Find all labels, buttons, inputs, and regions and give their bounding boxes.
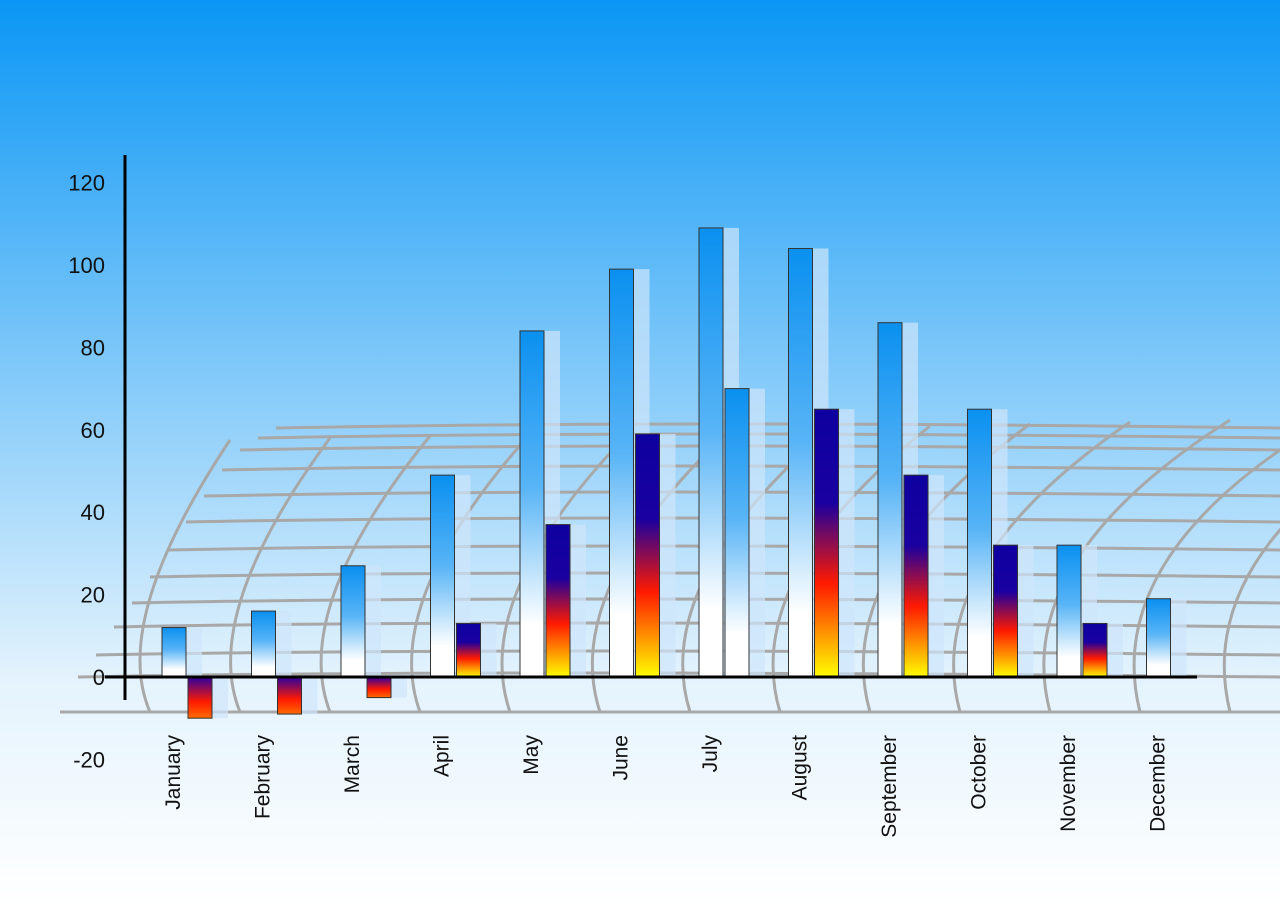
bar-july-series-1 xyxy=(698,227,724,678)
x-tick-label: November xyxy=(1057,735,1080,832)
bar-june-series-2 xyxy=(635,433,660,678)
bar-november-series-1 xyxy=(1056,544,1082,678)
bar-shadow xyxy=(476,623,497,677)
bar-january-series-2 xyxy=(187,676,213,719)
bar-november-series-2 xyxy=(1082,622,1108,678)
bar-shadow xyxy=(208,677,228,719)
bar-may-series-2 xyxy=(545,524,571,678)
bar-shadow xyxy=(387,677,407,698)
bar-shadow xyxy=(1103,623,1123,677)
x-tick-label: March xyxy=(341,735,364,793)
x-tick-label: September xyxy=(878,735,901,838)
bar-june-series-1 xyxy=(609,268,634,678)
bar-shadow xyxy=(655,433,676,677)
bar-september-series-2 xyxy=(903,474,929,678)
x-tick-label: August xyxy=(789,735,812,801)
bar-february-series-1 xyxy=(251,610,276,678)
y-tick-label: -20 xyxy=(73,747,105,772)
x-tick-label: December xyxy=(1147,735,1170,832)
bar-march-series-2 xyxy=(366,676,392,699)
x-tick-label: October xyxy=(968,735,991,810)
y-tick-label: 0 xyxy=(93,665,105,690)
bar-march-series-1 xyxy=(340,565,366,678)
bar-may-series-1 xyxy=(519,330,545,678)
x-tick-label: February xyxy=(252,735,275,820)
x-tick-label: July xyxy=(699,735,722,773)
bar-shadow xyxy=(271,611,292,677)
bar-shadow xyxy=(566,524,586,677)
y-tick-label: 60 xyxy=(81,418,105,443)
y-tick-label: 20 xyxy=(81,583,105,608)
bar-april-series-2 xyxy=(456,622,481,678)
bar-shadow xyxy=(297,677,318,715)
y-tick-label: 120 xyxy=(68,171,105,196)
bar-july-series-2 xyxy=(724,388,750,678)
bar-shadow xyxy=(1166,598,1187,677)
y-tick-label: 80 xyxy=(81,335,105,360)
bar-august-series-2 xyxy=(814,408,839,678)
bar-shadow xyxy=(924,475,944,677)
x-tick-label: June xyxy=(610,735,633,781)
bar-february-series-2 xyxy=(277,676,302,715)
bar-january-series-1 xyxy=(161,627,187,678)
y-tick-label: 40 xyxy=(81,500,105,525)
bar-shadow xyxy=(182,627,202,677)
bar-shadow xyxy=(834,409,855,677)
bar-shadow xyxy=(745,388,765,677)
bar-shadow xyxy=(361,565,381,677)
bar-august-series-1 xyxy=(788,248,813,678)
bar-december-series-1 xyxy=(1146,598,1171,678)
bar-september-series-1 xyxy=(877,322,903,678)
bar-october-series-1 xyxy=(967,408,992,678)
x-tick-label: January xyxy=(162,735,185,810)
bar-october-series-2 xyxy=(993,544,1018,678)
bar-shadow xyxy=(1013,545,1034,677)
y-tick-label: 100 xyxy=(68,253,105,278)
x-tick-label: April xyxy=(431,735,454,777)
x-tick-label: May xyxy=(520,735,543,775)
bar-april-series-1 xyxy=(430,474,455,678)
